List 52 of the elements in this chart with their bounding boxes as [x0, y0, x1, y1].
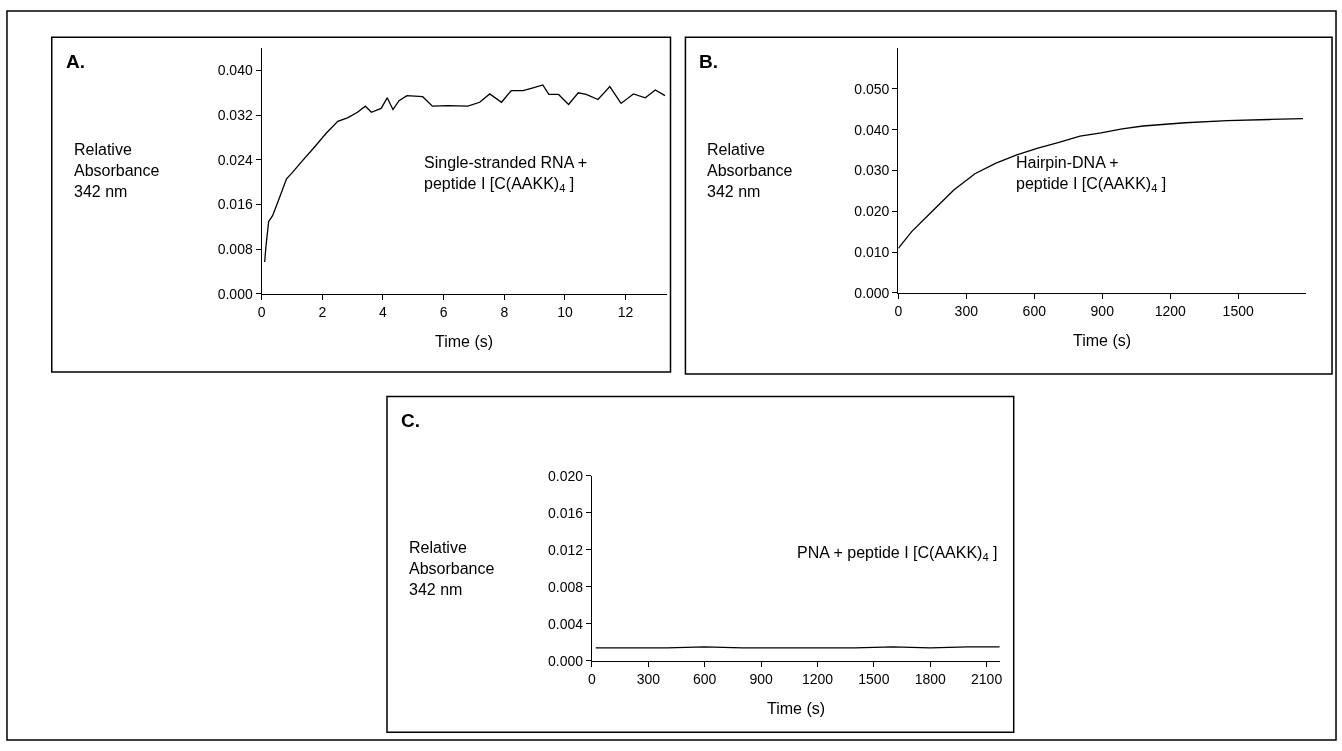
y-tick-label: 0.030: [854, 162, 890, 179]
x-tick-label: 0: [257, 303, 266, 320]
x-tick-label: 600: [1022, 302, 1047, 319]
x-tick-label: 600: [693, 670, 717, 687]
y-tick-label: 0.040: [217, 62, 253, 79]
y-tick-label: 0.000: [854, 284, 890, 301]
x-tick-label: 2: [318, 303, 327, 320]
x-tick-label: 1200: [801, 670, 834, 687]
y-tick-label: 0.004: [547, 615, 584, 632]
text: A.: [66, 51, 85, 72]
y-tick-label: 0.016: [547, 504, 584, 521]
y-tick-label: 0.024: [217, 151, 253, 168]
y-tick-label: 0.010: [854, 243, 890, 260]
y-tick-label: 0.050: [854, 80, 890, 97]
x-tick-label: 300: [954, 302, 979, 319]
y-tick-label: 0.008: [217, 241, 253, 258]
x-tick-label: 12: [617, 303, 634, 320]
x-tick-label: 1500: [858, 670, 890, 687]
y-tick-label: 0.012: [547, 541, 584, 558]
y-tick-label: 0.000: [547, 652, 584, 669]
x-tick-label: 10: [557, 303, 573, 320]
x-tick-label: 4: [379, 303, 388, 320]
y-axis-title: Relative Absorbance 342 nm: [74, 141, 160, 200]
y-tick-label: 0.008: [547, 578, 584, 595]
x-tick-label: 900: [1090, 302, 1115, 319]
y-tick-label: 0.016: [217, 196, 253, 213]
annotation: Hairpin-DNA + peptide I [C(AAKK)$_{4}$ ]: [1016, 154, 1167, 195]
x-tick-label: 1800: [914, 670, 947, 687]
x-tick-label: 300: [636, 670, 661, 687]
y-tick-label: 0.040: [854, 121, 890, 138]
x-tick-label: 8: [500, 303, 509, 320]
y-tick-label: 0.020: [547, 467, 584, 484]
x-tick-label: 1200: [1154, 302, 1186, 319]
x-tick-label: 900: [749, 670, 773, 687]
text: C.: [401, 410, 420, 431]
x-axis-title: Time (s): [767, 700, 826, 717]
annotation: Single-stranded RNA + peptide I [C(AAKK)$_{4}$ ]: [424, 154, 588, 195]
x-tick-label: 1500: [1222, 302, 1254, 319]
x-axis-title: Time (s): [435, 333, 494, 350]
y-axis-title: Relative Absorbance 342 nm: [707, 141, 793, 200]
x-tick-label: 2100: [971, 670, 1003, 687]
line-series: [264, 84, 666, 263]
x-tick-label: 6: [439, 303, 448, 320]
x-tick-label: 0: [894, 302, 903, 319]
y-tick-label: 0.000: [217, 285, 253, 302]
x-axis-title: Time (s): [1073, 332, 1132, 349]
x-tick-label: 0: [588, 670, 597, 687]
y-axis-title: Relative Absorbance 342 nm: [409, 539, 495, 598]
y-tick-label: 0.032: [217, 107, 253, 124]
y-tick-label: 0.020: [854, 203, 890, 220]
annotation: PNA + peptide I [C(AAKK)$_{4}$ ]: [797, 544, 998, 564]
text: B.: [699, 51, 718, 72]
